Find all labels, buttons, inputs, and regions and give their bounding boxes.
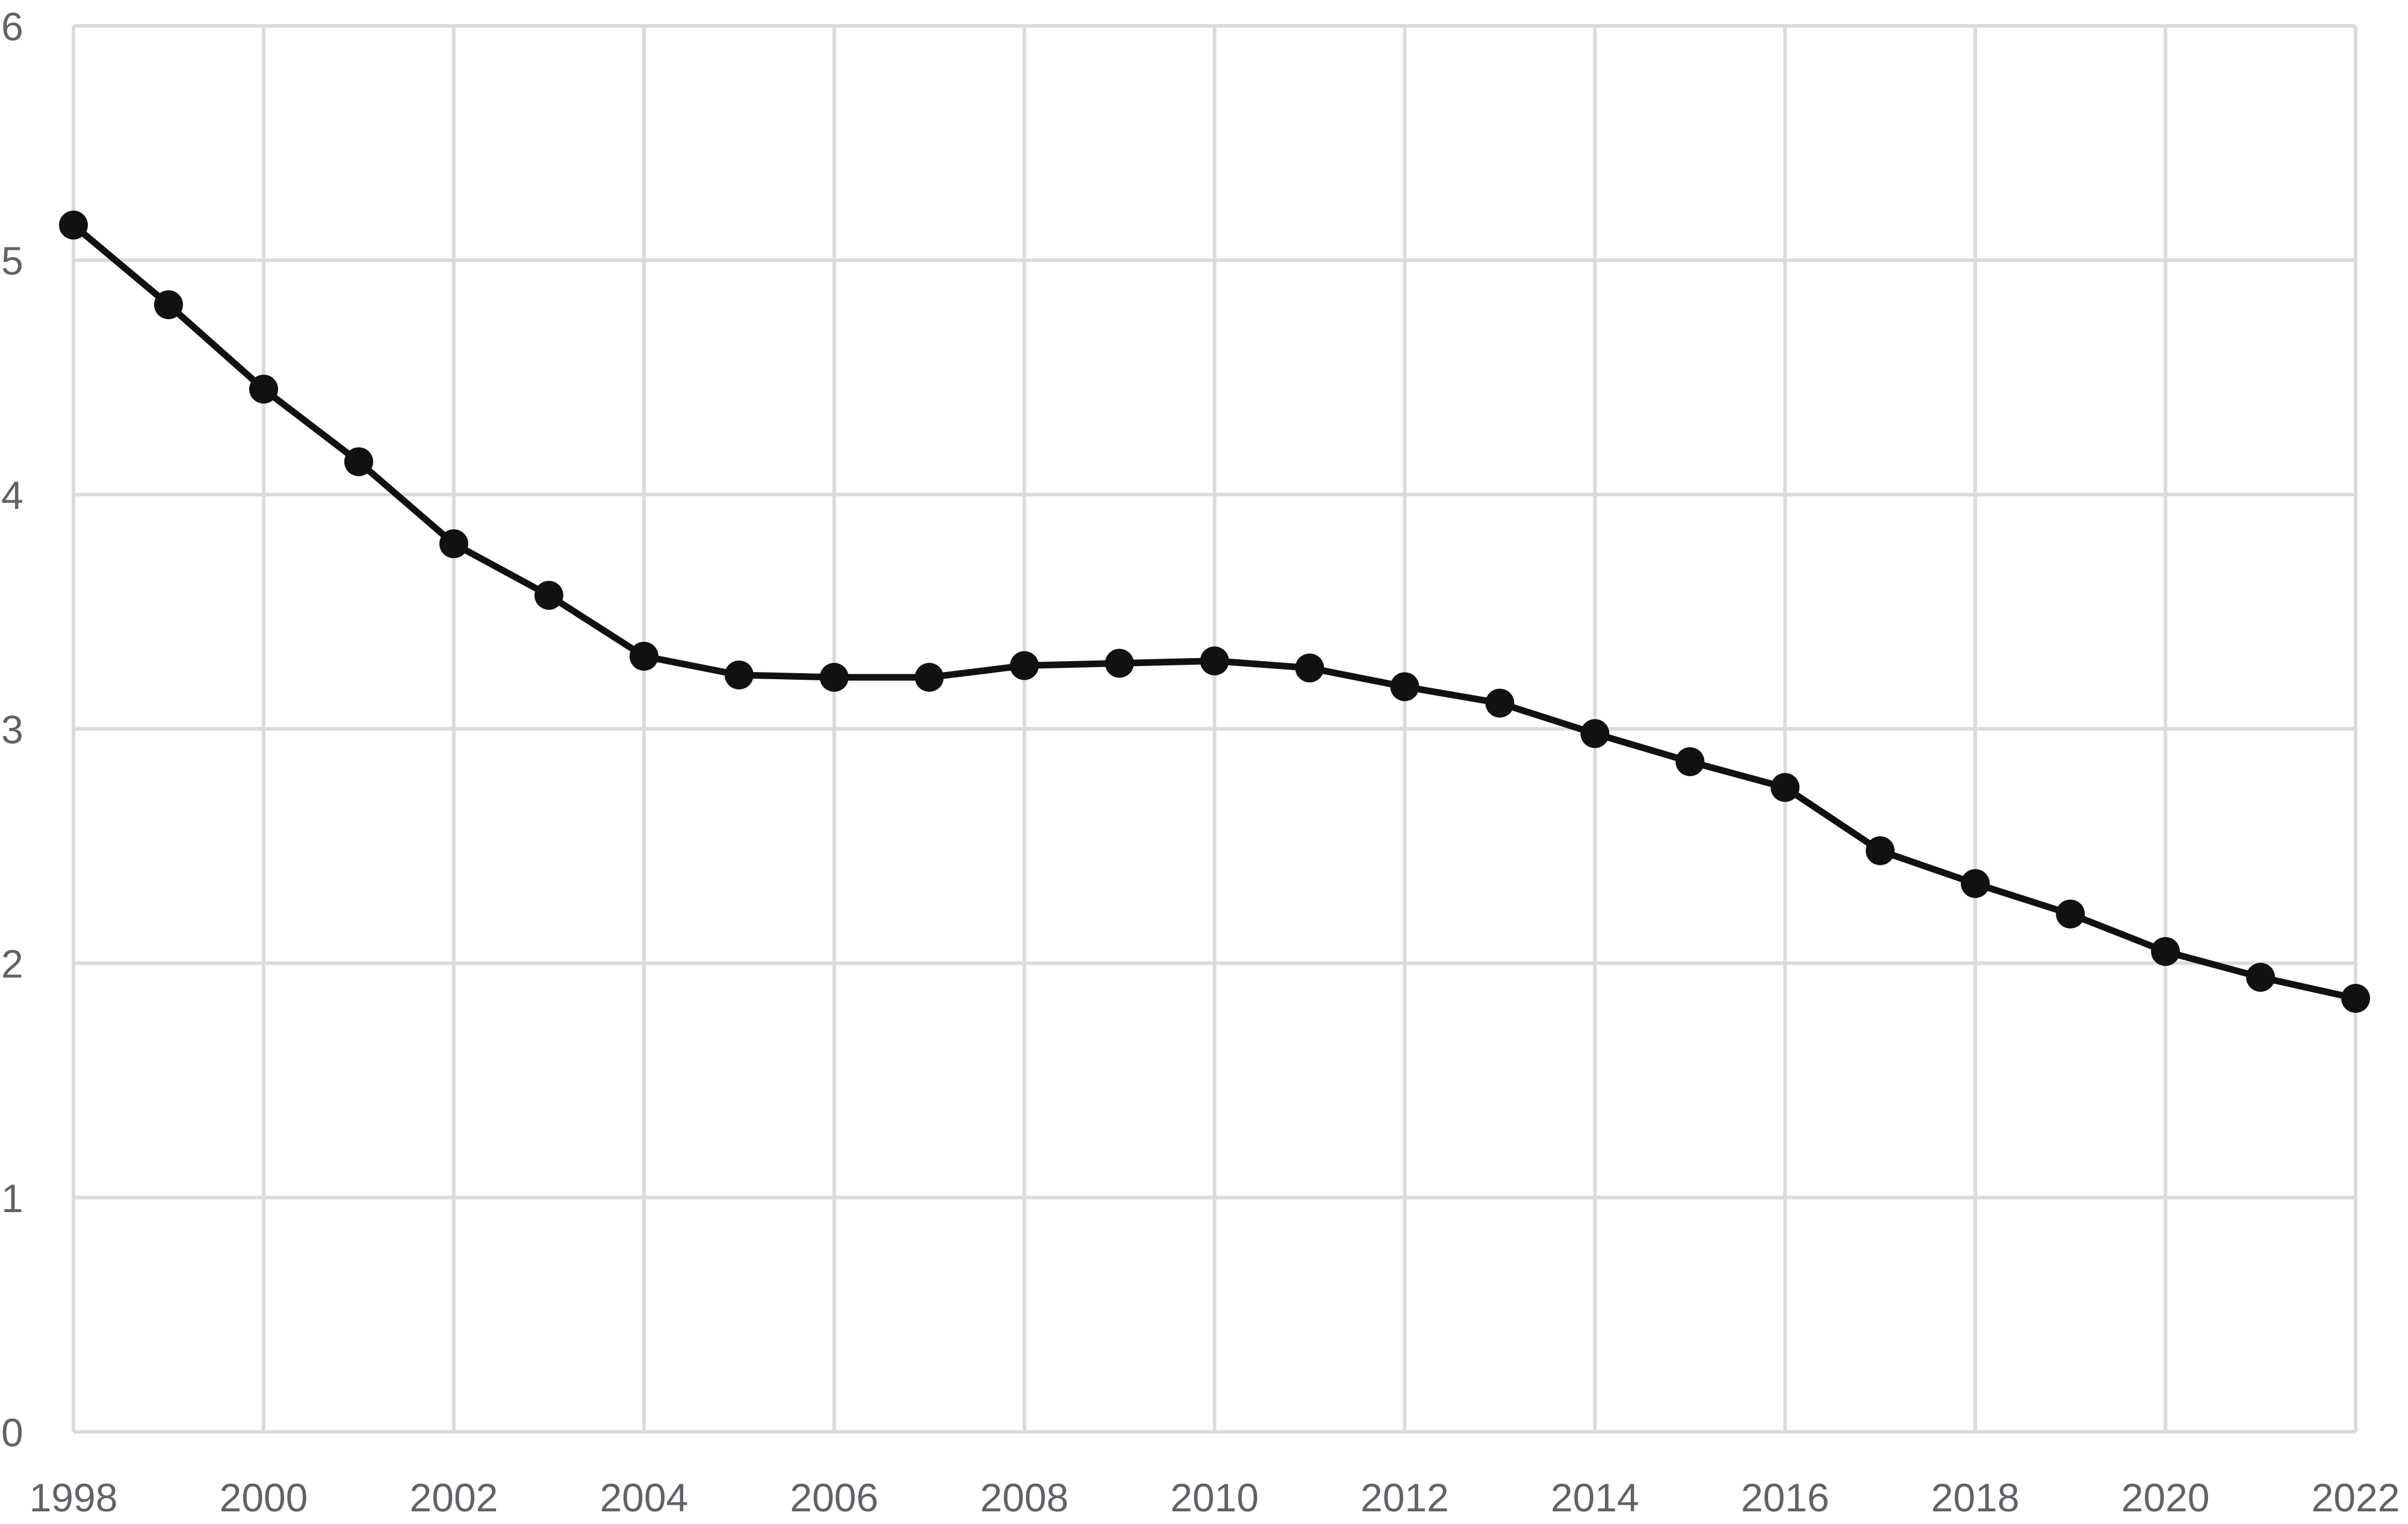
data-point	[1200, 646, 1229, 676]
data-point	[1010, 651, 1039, 680]
data-point	[1295, 653, 1324, 683]
grid	[72, 24, 2357, 1434]
x-tick-label: 2002	[409, 1475, 498, 1520]
data-point	[439, 529, 468, 559]
y-tick-label: 2	[1, 942, 23, 986]
x-tick-label: 1998	[29, 1475, 118, 1520]
x-tick-label: 2018	[1931, 1475, 2020, 1520]
data-point	[724, 660, 754, 689]
data-point	[1961, 869, 1990, 898]
data-point	[1485, 688, 1515, 718]
x-tick-label: 2012	[1361, 1475, 1449, 1520]
data-point	[2056, 899, 2085, 928]
data-point	[1580, 719, 1610, 748]
data-point	[154, 290, 183, 320]
y-axis-ticks: 0 1 2 3 4 5 6	[1, 4, 23, 1455]
y-tick-label: 3	[1, 708, 23, 752]
data-point	[1675, 747, 1705, 776]
data-point	[1866, 836, 1895, 865]
data-point	[534, 580, 563, 610]
data-point	[1770, 773, 1800, 802]
y-tick-label: 1	[1, 1176, 23, 1221]
series	[59, 210, 2370, 1013]
y-tick-label: 6	[1, 4, 23, 49]
data-point	[629, 641, 659, 671]
data-point	[59, 210, 88, 240]
data-point	[2246, 963, 2276, 992]
x-tick-label: 2000	[220, 1475, 308, 1520]
y-tick-label: 0	[1, 1410, 23, 1455]
data-point	[1105, 648, 1134, 678]
x-tick-label: 2014	[1551, 1475, 1639, 1520]
x-tick-label: 2020	[2121, 1475, 2210, 1520]
data-point	[819, 662, 849, 692]
data-point	[249, 375, 278, 404]
data-point	[2341, 984, 2370, 1013]
x-tick-label: 2016	[1741, 1475, 1829, 1520]
x-axis-ticks: 1998 2000 2002 2004 2006 2008 2010 2012 2014 2016…	[29, 1475, 2400, 1520]
y-tick-label: 5	[1, 238, 23, 283]
data-point	[914, 662, 944, 692]
x-tick-label: 2008	[980, 1475, 1069, 1520]
x-tick-label: 2022	[2312, 1475, 2400, 1520]
data-point	[1390, 672, 1420, 701]
x-tick-label: 2006	[790, 1475, 878, 1520]
y-tick-label: 4	[1, 473, 23, 517]
x-tick-label: 2010	[1170, 1475, 1259, 1520]
data-point	[2151, 937, 2180, 966]
x-tick-label: 2004	[600, 1475, 688, 1520]
data-point	[344, 447, 373, 476]
